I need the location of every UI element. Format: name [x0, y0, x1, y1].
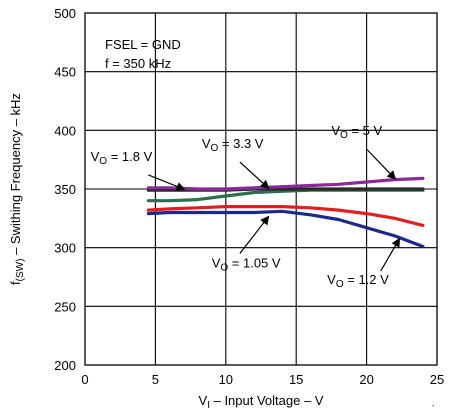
corner-mark: ´: [432, 404, 435, 414]
annotation-label-vo-1p05: VO = 1.05 V: [212, 256, 281, 274]
series-line-vo-1p2: [146, 205, 425, 227]
y-tick-label: 350: [54, 182, 76, 197]
annotation-arrow-vo-5: [366, 148, 397, 180]
y-tick-label: 450: [54, 65, 76, 80]
y-tick-label: 200: [54, 358, 76, 373]
annotation-arrow-vo-1p2: [380, 237, 400, 272]
info-box-line-1: FSEL = GND: [105, 37, 181, 52]
annotation-arrow-vo-1p05: [239, 215, 270, 254]
x-tick-label: 10: [219, 372, 233, 387]
y-tick-label: 500: [54, 6, 76, 21]
info-box-line-2: f = 350 kHz: [105, 56, 171, 71]
series-line-vo-5: [146, 176, 425, 191]
y-axis-label: f(SW) – Swithing Frequency – kHz: [8, 93, 26, 285]
series-line-vo-1p05: [146, 209, 425, 249]
x-tick-label: 15: [289, 372, 303, 387]
x-tick-label: 0: [81, 372, 88, 387]
annotation-label-vo-1p8: VO = 1.8 V: [91, 149, 153, 167]
x-tick-label: 5: [152, 372, 159, 387]
annotation-arrow-vo-1p8: [148, 174, 186, 191]
y-tick-label: 300: [54, 241, 76, 256]
y-tick-label: 250: [54, 299, 76, 314]
annotation-arrow-vo-3p3: [239, 161, 270, 190]
x-tick-label: 25: [430, 372, 444, 387]
y-tick-label: 400: [54, 123, 76, 138]
annotation-label-vo-5: VO = 5 V: [331, 123, 382, 141]
info-box: FSEL = GND f = 350 kHz: [105, 37, 181, 71]
x-tick-label: 20: [359, 372, 373, 387]
annotation-label-vo-3p3: VO = 3.3 V: [202, 136, 264, 154]
plot-frame: [84, 12, 438, 366]
annotation-label-vo-1p2: VO = 1.2 V: [327, 272, 389, 290]
x-axis-label: VI – Input Voltage – V: [199, 393, 324, 411]
